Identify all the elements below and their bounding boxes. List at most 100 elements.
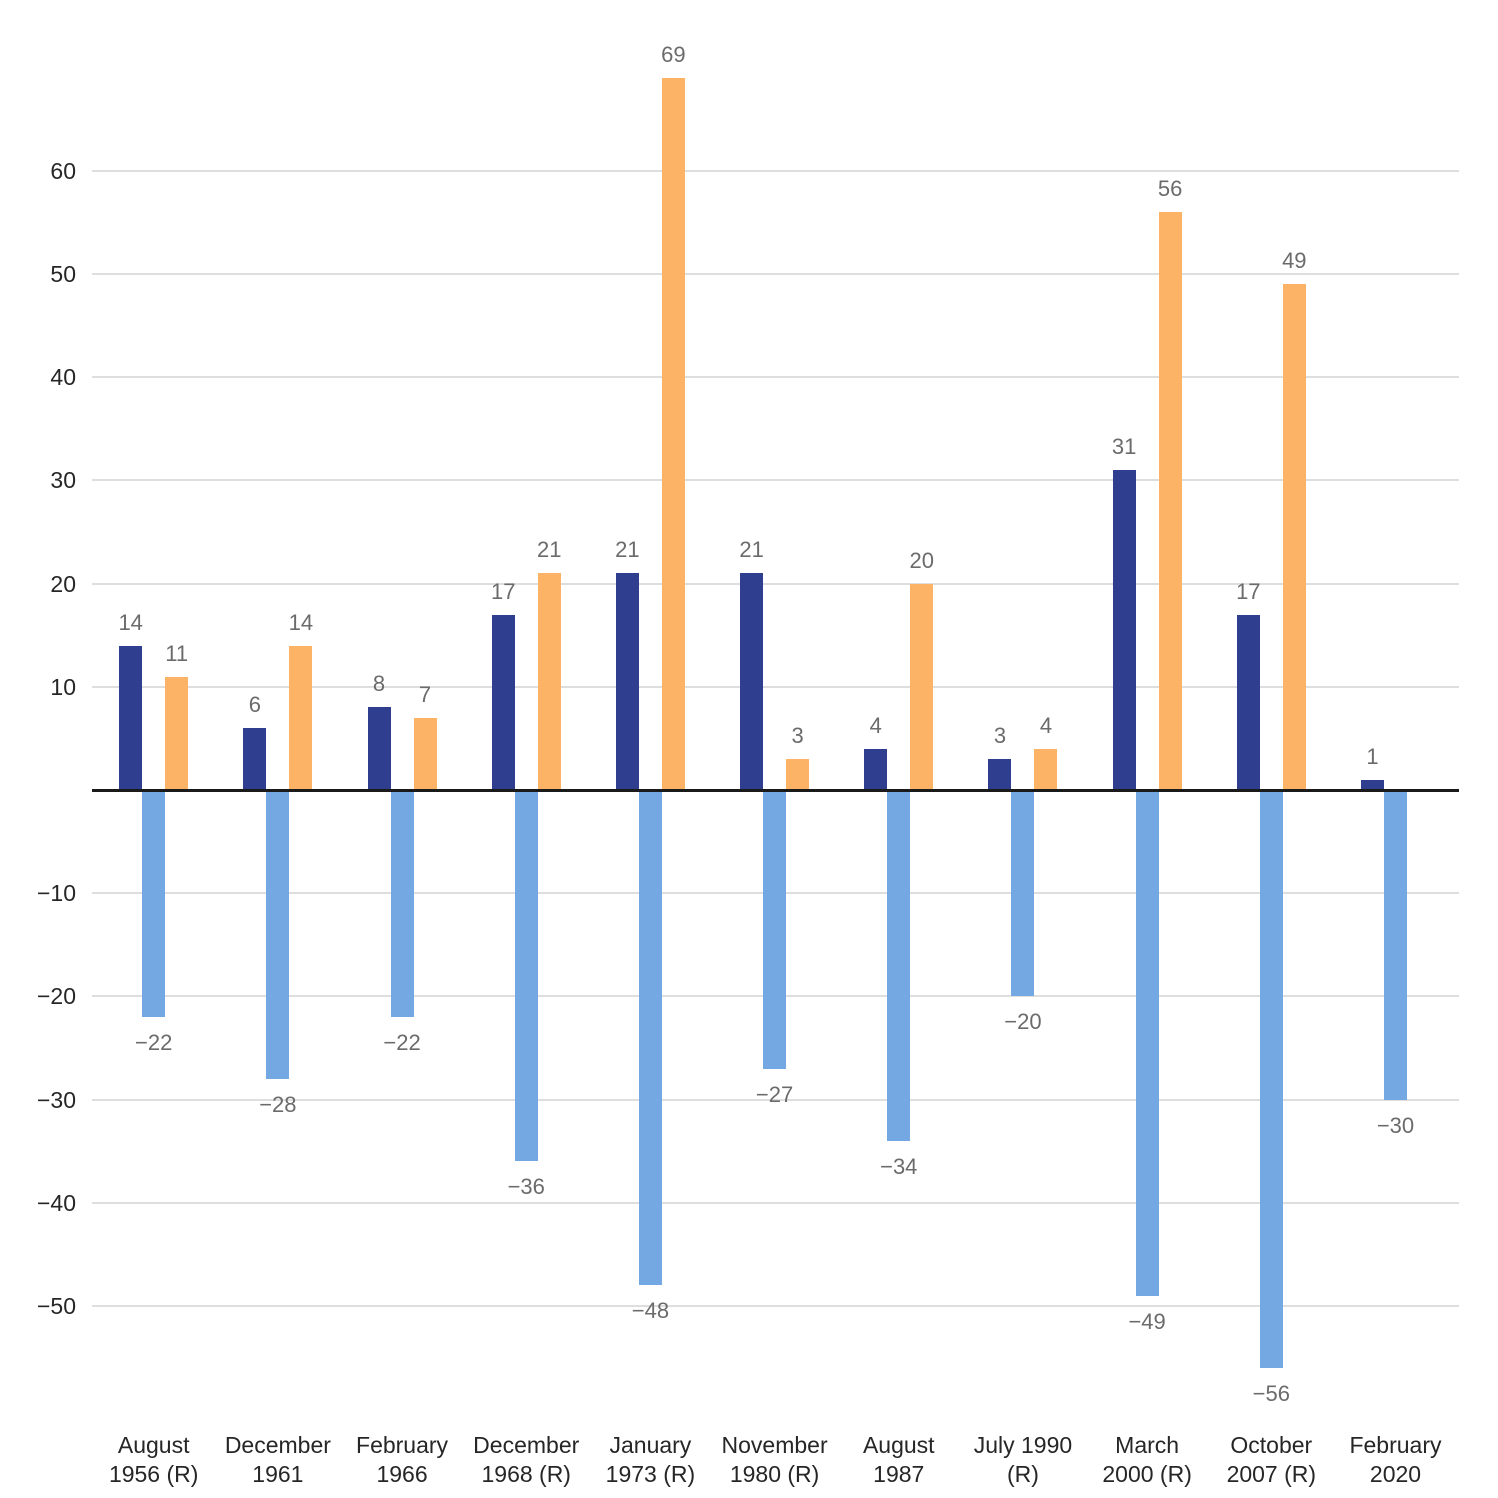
bar-light_blue xyxy=(390,790,414,1017)
value-label: 3 xyxy=(993,723,1007,749)
value-label: −56 xyxy=(1252,1380,1290,1406)
y-tick-label: −50 xyxy=(36,1292,76,1319)
value-label: 17 xyxy=(1236,578,1261,604)
value-label: −20 xyxy=(1004,1009,1042,1035)
x-axis-category-label: March xyxy=(1115,1432,1180,1458)
y-tick-label: −10 xyxy=(36,880,76,907)
bar-dark_blue xyxy=(1236,614,1260,790)
bar-dark_blue xyxy=(1112,470,1136,790)
bar-orange xyxy=(537,573,561,790)
x-axis-category-label: 1973 (R) xyxy=(605,1461,696,1487)
y-tick-label: 30 xyxy=(50,467,76,494)
x-axis-category-label: January xyxy=(609,1432,692,1458)
gridline xyxy=(92,273,1459,276)
bar-orange xyxy=(413,717,437,790)
bar-dark_blue xyxy=(243,728,267,790)
x-axis-category-label: 1968 (R) xyxy=(481,1461,571,1487)
x-axis-category-label: February xyxy=(1349,1432,1442,1458)
value-label: −48 xyxy=(631,1298,670,1324)
value-label: 3 xyxy=(791,723,804,749)
gridline xyxy=(92,1201,1459,1204)
value-label: 49 xyxy=(1282,248,1307,274)
bar-dark_blue xyxy=(119,645,143,790)
bar-light_blue xyxy=(514,790,538,1162)
y-tick-label: 60 xyxy=(50,157,76,184)
gridline xyxy=(92,169,1459,172)
bar-orange xyxy=(910,583,934,790)
x-axis-category-label: 1966 xyxy=(376,1461,428,1487)
bar-dark_blue xyxy=(491,614,515,790)
bar-orange xyxy=(289,645,313,790)
value-label: 21 xyxy=(615,537,640,563)
gridline xyxy=(92,479,1459,482)
x-axis-category-label: 2007 (R) xyxy=(1226,1461,1317,1487)
bar-orange xyxy=(165,676,189,790)
value-label: −22 xyxy=(383,1029,421,1055)
y-tick-label: 10 xyxy=(50,673,76,700)
value-label: 8 xyxy=(372,671,386,697)
bar-light_blue xyxy=(1259,790,1283,1368)
y-tick-label: 20 xyxy=(50,570,76,597)
value-label: 4 xyxy=(1039,712,1053,738)
gridline xyxy=(92,376,1459,379)
bar-dark_blue xyxy=(740,573,764,790)
value-label: 21 xyxy=(739,537,764,563)
gridline xyxy=(92,1098,1459,1101)
bar-orange xyxy=(1282,284,1306,790)
bar-orange xyxy=(1034,748,1058,790)
y-tick-label: −20 xyxy=(36,983,76,1010)
x-axis-line xyxy=(92,788,1459,792)
bar-dark_blue xyxy=(1361,779,1384,790)
x-axis-category-label: August xyxy=(862,1432,935,1458)
value-label: 17 xyxy=(490,578,516,604)
y-tick-label: 50 xyxy=(50,261,76,288)
value-label: −49 xyxy=(1128,1308,1166,1334)
bar-light_blue xyxy=(266,790,290,1079)
bar-dark_blue xyxy=(864,748,888,790)
bar-orange xyxy=(661,78,685,790)
value-label: 11 xyxy=(165,640,189,666)
bar-light_blue xyxy=(1135,790,1159,1296)
value-label: −22 xyxy=(135,1029,173,1055)
x-axis-category-label: 2000 (R) xyxy=(1102,1461,1192,1487)
value-label: 4 xyxy=(869,712,882,738)
bar-orange xyxy=(786,759,810,790)
y-tick-label: −30 xyxy=(36,1086,76,1113)
x-axis-category-label: November xyxy=(721,1432,828,1458)
x-axis-category-label: 1961 xyxy=(252,1461,304,1487)
value-label: 14 xyxy=(118,609,143,635)
gridline xyxy=(92,1304,1459,1307)
x-axis-category-label: December xyxy=(473,1432,580,1458)
x-axis-category-label: 1980 (R) xyxy=(729,1461,820,1487)
value-label: 56 xyxy=(1157,176,1183,202)
value-label: −36 xyxy=(507,1174,545,1200)
x-axis-category-label: 2020 xyxy=(1369,1461,1422,1487)
bar-light_blue xyxy=(763,790,787,1069)
x-axis-category-label: July 1990 xyxy=(973,1432,1073,1458)
bar-dark_blue xyxy=(367,707,391,790)
bar-light_blue xyxy=(1384,790,1407,1100)
x-axis-category-label: October xyxy=(1230,1432,1313,1458)
value-label: −30 xyxy=(1376,1112,1415,1138)
bar-light_blue xyxy=(1011,790,1035,997)
value-label: 7 xyxy=(418,681,432,707)
x-axis-category-label: December xyxy=(224,1432,331,1458)
x-axis-category-label: 1956 (R) xyxy=(108,1461,199,1487)
value-label: 1 xyxy=(1366,743,1379,769)
y-tick-label: −40 xyxy=(36,1189,76,1216)
x-axis-category-label: (R) xyxy=(1006,1461,1039,1487)
value-label: 6 xyxy=(248,692,261,718)
gridline xyxy=(92,582,1459,585)
bar-dark_blue xyxy=(988,759,1012,790)
bar-light_blue xyxy=(887,790,911,1141)
value-label: 69 xyxy=(661,42,686,68)
x-axis-category-label: 1987 xyxy=(873,1461,925,1487)
value-label: −28 xyxy=(259,1091,297,1117)
value-label: 20 xyxy=(909,547,934,573)
bar-orange xyxy=(1158,212,1182,790)
y-tick-label: 40 xyxy=(50,364,76,391)
value-label: 21 xyxy=(536,537,562,563)
bar-light_blue xyxy=(638,790,662,1286)
value-label: −27 xyxy=(755,1081,794,1107)
